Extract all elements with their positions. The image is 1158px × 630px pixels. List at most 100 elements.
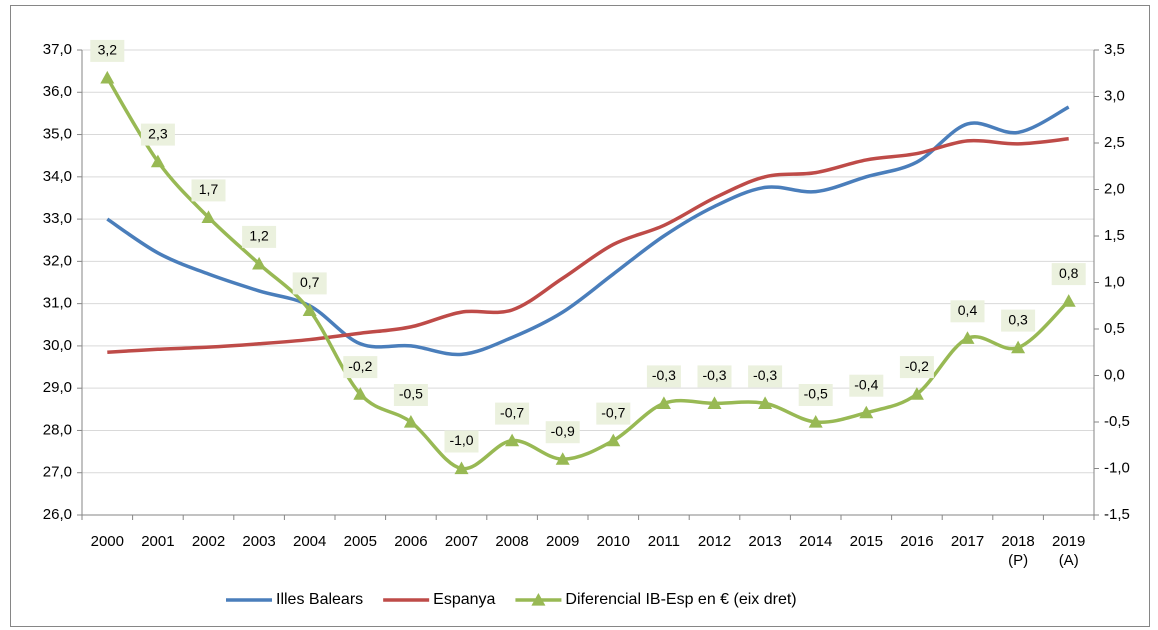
- marker: [859, 405, 874, 419]
- y2-tick-label: 2,5: [1104, 134, 1125, 151]
- y2-tick-label: -1,5: [1104, 506, 1130, 523]
- marker: [1061, 294, 1076, 307]
- data-label-box: [596, 402, 631, 425]
- data-label: 0,7: [300, 274, 320, 290]
- data-label-box: [545, 421, 580, 444]
- x-tick-label: 2016: [900, 533, 934, 550]
- marker: [606, 433, 621, 447]
- data-label: 0,3: [1008, 311, 1028, 327]
- data-label: -0,5: [804, 386, 828, 402]
- data-label: -0,4: [854, 376, 878, 392]
- data-label-box: [343, 356, 378, 379]
- legend-label: Espanya: [433, 591, 495, 608]
- y-tick-label: 35,0: [43, 126, 72, 143]
- data-label-box: [242, 225, 277, 248]
- x-tick-label: 2011: [647, 533, 681, 550]
- y-tick-label: 37,0: [43, 41, 72, 58]
- y2-tick-label: 2,0: [1104, 180, 1125, 197]
- data-label-box: [191, 179, 226, 202]
- x-tick-label: 2018 (P): [1001, 533, 1035, 569]
- y2-tick-label: 3,0: [1104, 87, 1125, 104]
- y-tick-label: 33,0: [43, 210, 72, 227]
- x-tick-label: 2017: [950, 533, 985, 550]
- x-tick-label: 2008: [495, 533, 529, 550]
- data-label-box: [798, 384, 833, 406]
- data-label: 0,8: [1059, 265, 1079, 281]
- x-tick-label: 2003: [242, 533, 276, 550]
- marker: [707, 396, 722, 409]
- data-label-box: [444, 430, 479, 453]
- data-label: 3,2: [98, 42, 118, 58]
- marker: [201, 210, 216, 223]
- x-tick-label: 2012: [697, 533, 732, 550]
- marker: [808, 415, 823, 428]
- y2-tick-label: 3,5: [1104, 41, 1125, 58]
- data-label: -0,3: [652, 367, 676, 383]
- data-label-box: [1001, 309, 1036, 332]
- data-label: 1,7: [199, 181, 219, 197]
- x-tick-label: 2019 (A): [1052, 533, 1086, 569]
- data-label-box: [1051, 263, 1086, 286]
- data-label-box: [292, 272, 327, 295]
- data-label: -0,5: [399, 386, 423, 402]
- data-label-box: [90, 39, 125, 62]
- x-tick-label: 2000: [90, 533, 124, 550]
- data-label: -0,2: [348, 358, 372, 374]
- data-label: 0,4: [958, 302, 978, 318]
- data-label: -0,9: [551, 423, 575, 439]
- marker: [403, 415, 418, 428]
- marker: [454, 461, 469, 475]
- y2-tick-label: 1,5: [1104, 227, 1125, 244]
- legend-marker: [531, 593, 546, 606]
- series-line: [107, 137, 1069, 354]
- marker: [252, 256, 267, 270]
- x-tick-label: 2004: [293, 533, 327, 550]
- y2-tick-label: 0,5: [1104, 320, 1125, 337]
- data-label-box: [748, 365, 783, 388]
- marker: [302, 303, 317, 316]
- data-label-box: [899, 356, 934, 379]
- series-line: [106, 105, 1070, 357]
- x-tick-label: 2015: [849, 533, 883, 550]
- data-label: 2,3: [148, 125, 168, 141]
- marker: [505, 433, 520, 447]
- y2-tick-label: -1,0: [1104, 459, 1130, 476]
- data-label-box: [646, 365, 681, 388]
- y-tick-label: 30,0: [43, 337, 72, 354]
- data-label: -0,7: [601, 404, 625, 420]
- marker: [758, 396, 773, 409]
- y2-tick-label: -0,5: [1104, 413, 1130, 430]
- x-tick-label: 2007: [444, 533, 479, 550]
- y2-tick-label: 0,0: [1104, 366, 1125, 383]
- marker: [909, 387, 924, 400]
- x-tick-label: 2006: [394, 533, 428, 550]
- x-tick-label: 2013: [748, 533, 782, 550]
- y-tick-label: 28,0: [43, 421, 72, 438]
- data-label-box: [495, 402, 530, 425]
- marker: [353, 387, 368, 400]
- x-tick-label: 2002: [191, 533, 226, 550]
- marker: [100, 70, 115, 84]
- y-tick-label: 27,0: [43, 464, 72, 481]
- marker: [656, 396, 671, 409]
- x-tick-label: 2010: [596, 533, 630, 550]
- data-label: -0,7: [500, 404, 524, 420]
- y-tick-label: 32,0: [43, 252, 72, 269]
- legend-label: Illes Balears: [276, 591, 363, 608]
- x-tick-label: 2001: [141, 533, 175, 550]
- data-label: -0,3: [753, 367, 777, 383]
- x-tick-label: 2014: [799, 533, 833, 550]
- marker: [960, 331, 975, 344]
- y-tick-label: 31,0: [43, 295, 72, 312]
- marker: [555, 452, 570, 465]
- marker: [150, 154, 165, 168]
- data-label-box: [393, 384, 428, 406]
- y-tick-label: 36,0: [43, 83, 72, 100]
- data-label: 1,2: [249, 228, 269, 244]
- marker: [1011, 340, 1026, 354]
- data-label-box: [697, 365, 732, 388]
- x-tick-label: 2005: [343, 533, 377, 550]
- y-tick-label: 29,0: [43, 379, 72, 396]
- data-label-box: [140, 123, 175, 146]
